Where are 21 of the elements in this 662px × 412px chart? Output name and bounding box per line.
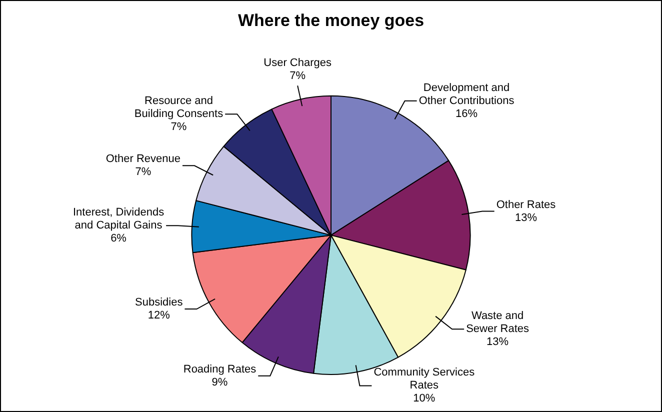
data-label: 7% (170, 121, 187, 134)
slice-label: Other Revenue (106, 153, 180, 166)
data-label: 7% (135, 166, 152, 178)
chart-title: Where the money goes (238, 10, 424, 30)
slice-label: Other Rates (496, 198, 556, 211)
slice-label: Development and Other Contributions (418, 82, 515, 107)
data-label: 6% (110, 232, 127, 245)
data-label: 7% (290, 70, 306, 82)
data-label: 13% (514, 212, 538, 224)
data-label: 9% (212, 376, 228, 388)
data-label: 16% (455, 108, 478, 120)
slice-label: User Charges (264, 57, 332, 70)
slice-label: Waste and Sewer Rates (466, 310, 530, 336)
slice-label: Resource and Building Consents (134, 95, 224, 120)
slice-label: Subsidies (135, 296, 184, 309)
data-label: 10% (413, 392, 436, 405)
data-label: 12% (148, 310, 170, 322)
slice-label: Community Services Rates (374, 366, 476, 392)
slice-label: Interest, Dividends and Capital Gains (72, 206, 165, 232)
slice-label: Roading Rates (183, 363, 257, 376)
data-label: 13% (486, 336, 509, 348)
